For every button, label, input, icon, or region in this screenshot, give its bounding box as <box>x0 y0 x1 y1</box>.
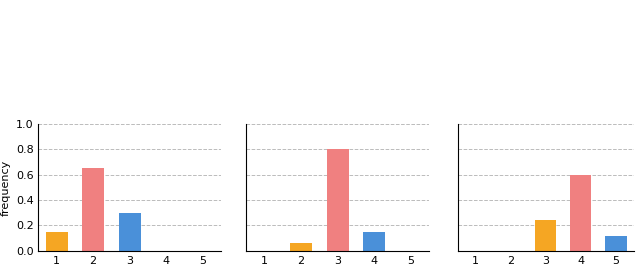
Bar <box>363 232 385 251</box>
Bar <box>605 235 627 251</box>
Bar <box>45 232 68 251</box>
Bar <box>326 149 349 251</box>
Bar <box>535 220 556 251</box>
Bar <box>290 243 312 251</box>
Bar <box>570 175 591 251</box>
Bar <box>82 168 104 251</box>
Y-axis label: frequency: frequency <box>0 159 10 216</box>
Bar <box>118 213 141 251</box>
